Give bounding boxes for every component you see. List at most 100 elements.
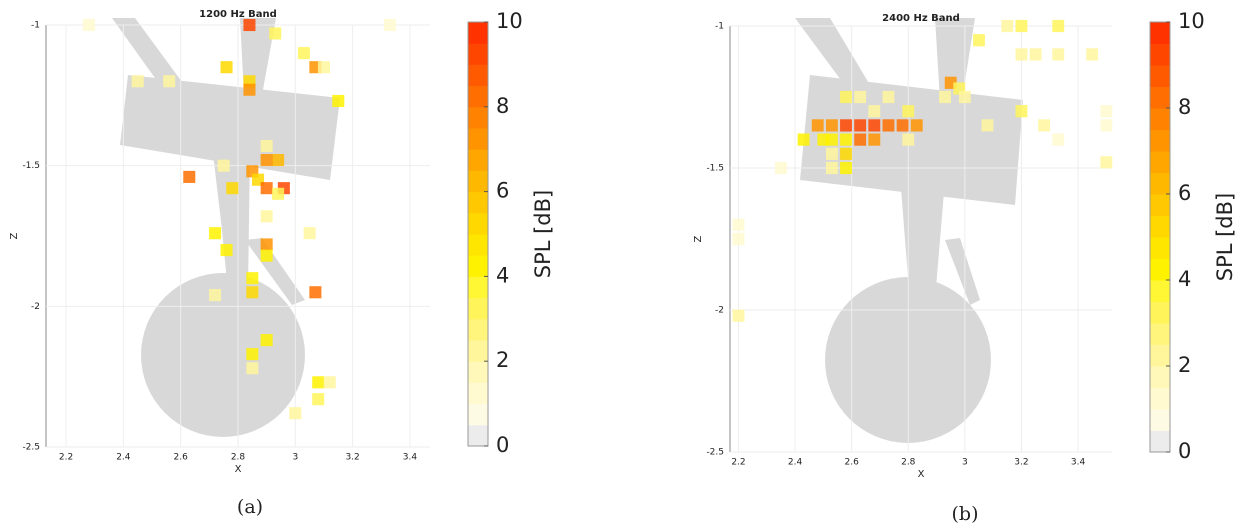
y-tick-label: -1.5	[22, 161, 40, 171]
cell	[260, 334, 273, 347]
y-axis-label: Z	[693, 235, 704, 242]
x-tick-label: 2.8	[901, 458, 916, 468]
colorbar-swatch	[468, 170, 488, 193]
cell	[312, 376, 325, 389]
cell	[868, 105, 881, 118]
colorbar-swatch	[468, 212, 488, 235]
colorbar-tick-label: 0	[1178, 439, 1191, 463]
x-tick-label: 3.4	[403, 453, 418, 463]
cell	[1052, 48, 1065, 61]
colorbar-tick-label: 4	[1178, 267, 1191, 291]
cell	[297, 47, 310, 60]
cell	[774, 161, 787, 175]
colorbar-swatch	[468, 340, 488, 362]
colorbar-swatch	[1150, 237, 1170, 259]
cell	[260, 182, 273, 195]
cell	[882, 90, 895, 104]
colorbar-label: SPL [dB]	[531, 190, 555, 279]
cell	[1015, 19, 1028, 33]
cell	[902, 105, 915, 118]
colorbar-swatch	[1150, 151, 1170, 173]
cell	[896, 119, 909, 132]
cell	[1052, 19, 1065, 33]
cell	[1086, 48, 1099, 61]
colorbar-swatch	[468, 276, 488, 299]
colorbar-swatch	[1150, 323, 1170, 345]
cell	[246, 272, 259, 285]
cell	[939, 90, 951, 104]
cell	[1001, 19, 1014, 33]
cell	[246, 286, 259, 299]
y-tick-label: -2.5	[706, 448, 724, 458]
colorbar-swatch	[1150, 280, 1170, 302]
y-tick-label: -1	[31, 21, 40, 31]
colorbar-swatch	[1150, 194, 1170, 216]
cell	[825, 119, 838, 132]
cell	[1100, 119, 1113, 132]
colorbar-swatch	[468, 149, 488, 171]
colorbar-swatch	[1150, 409, 1170, 431]
colorbar-swatch	[468, 382, 488, 405]
cell	[1015, 48, 1028, 61]
cell	[226, 182, 239, 195]
colorbar-swatch	[468, 128, 488, 150]
y-tick-label: -2.5	[22, 443, 40, 453]
colorbar-swatch	[1150, 108, 1170, 130]
cell	[163, 75, 176, 88]
y-tick-label: -2	[31, 302, 40, 312]
cell	[840, 147, 852, 160]
chart-title: 1200 Hz Band	[199, 9, 277, 20]
colorbar-tick-label: 2	[1178, 353, 1191, 377]
x-axis-label: X	[235, 464, 242, 475]
x-tick-label: 2.6	[845, 458, 860, 468]
cell	[825, 161, 838, 175]
cell	[220, 244, 233, 257]
cell	[260, 153, 273, 167]
colorbar-tick-label: 6	[1178, 181, 1191, 205]
colorbar-swatch	[1150, 430, 1170, 453]
cell	[797, 133, 810, 146]
cell	[1100, 105, 1113, 118]
cell	[817, 133, 830, 146]
y-tick-label: -2	[715, 306, 724, 316]
x-axis-label: X	[918, 469, 925, 480]
colorbar-swatch	[1150, 344, 1170, 367]
cell	[303, 227, 316, 240]
colorbar-swatch	[468, 64, 488, 87]
colorbar-swatch	[1150, 86, 1170, 109]
cell	[383, 18, 396, 32]
cell	[260, 210, 273, 223]
cell	[246, 362, 259, 375]
y-tick-label: -1	[715, 22, 724, 32]
x-tick-label: 3.2	[1014, 458, 1028, 468]
cell	[260, 249, 273, 262]
gear-silhouette-b	[795, 18, 1023, 443]
colorbar-swatch	[468, 403, 488, 426]
colorbar-swatch	[468, 424, 488, 447]
colorbar-frame	[467, 21, 489, 447]
colorbar-swatch	[468, 85, 488, 108]
colorbar-swatch	[1150, 387, 1170, 410]
cell	[854, 90, 867, 104]
x-tick-label: 2.2	[59, 453, 73, 463]
cell	[289, 407, 302, 420]
cell	[910, 119, 923, 132]
colorbar-tick-label: 10	[496, 9, 523, 33]
colorbar-swatch	[468, 106, 488, 129]
colorbar-swatch	[1150, 366, 1170, 388]
cell	[269, 27, 282, 40]
colorbar-swatch	[1150, 301, 1170, 324]
colorbar-tick-label: 4	[496, 263, 509, 287]
colorbar-swatch	[468, 234, 488, 256]
colorbar-tick-label: 2	[496, 348, 509, 372]
cell	[732, 218, 745, 231]
colorbar-frame	[1149, 21, 1171, 453]
cell	[183, 170, 196, 183]
cell	[854, 119, 867, 132]
cell	[317, 61, 330, 74]
cell	[840, 161, 852, 175]
cell	[312, 393, 325, 406]
colorbar-swatch	[1150, 43, 1170, 66]
x-tick-label: 3	[962, 458, 968, 468]
